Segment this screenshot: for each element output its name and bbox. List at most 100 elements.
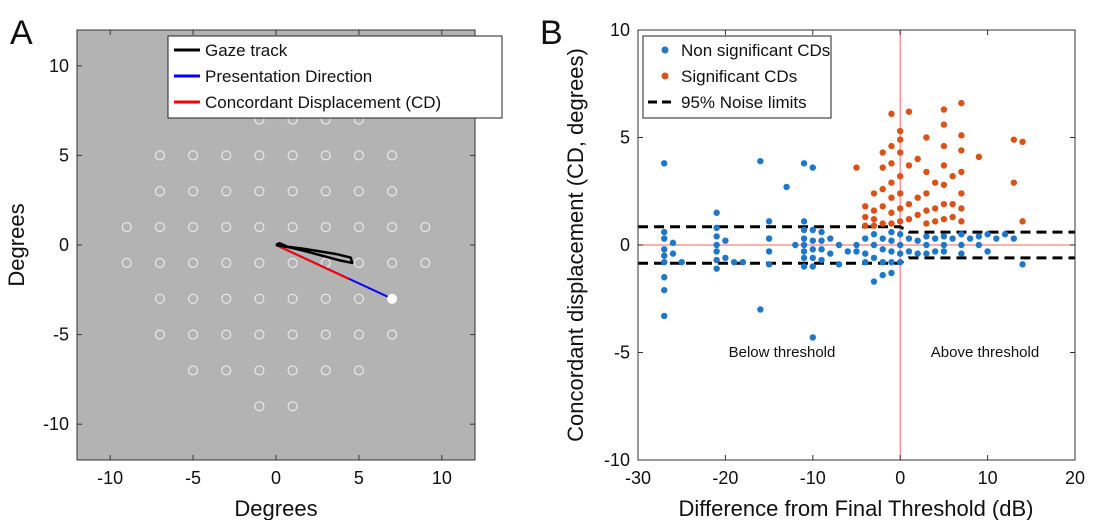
- panel-b-xtick-label: -20: [712, 468, 738, 488]
- nonsig-cd-point: [888, 237, 895, 244]
- sig-cd-point: [940, 200, 948, 208]
- nonsig-cd-point: [888, 259, 895, 266]
- panel-b-xtick-label: 20: [1065, 468, 1085, 488]
- stimulus-location: [287, 150, 298, 161]
- nonsig-cd-point: [1001, 231, 1009, 238]
- sig-cd-point: [958, 218, 965, 225]
- panel-a-ytick-label: 0: [59, 235, 69, 255]
- sig-cd-point: [862, 213, 869, 221]
- stimulus-location: [254, 401, 265, 412]
- panel-b-ytick-label: 10: [610, 20, 630, 40]
- nonsig-cd-point: [879, 246, 886, 253]
- nonsig-cd-point: [966, 235, 974, 242]
- nonsig-cd-point: [713, 209, 720, 216]
- nonsig-cd-point: [844, 248, 851, 255]
- nonsig-cd-point: [809, 254, 816, 262]
- stimulus-location: [353, 293, 364, 304]
- panel-a: A -10 -5 0 5 10 -10 -5 0 5 10 Degrees Degrees Gaz…: [4, 14, 503, 520]
- stimulus-location: [353, 186, 364, 197]
- nonsig-cd-point: [870, 278, 878, 285]
- nonsig-cd-point: [931, 235, 939, 242]
- stimulus-location: [154, 222, 165, 233]
- sig-cd-point: [958, 99, 965, 107]
- nonsig-cd-point: [923, 250, 930, 257]
- sig-cd-point: [940, 142, 948, 150]
- sig-cd-point: [949, 213, 956, 221]
- panel-b-ytick-label: 5: [620, 128, 630, 148]
- nonsig-cd-point: [809, 334, 816, 341]
- panel-a-xtick-label: -10: [97, 468, 123, 488]
- sig-cd-point: [914, 194, 921, 201]
- legend-gaze-track-label: Gaze track: [205, 41, 288, 60]
- stimulus-location: [188, 222, 199, 233]
- nonsig-cd-point: [661, 228, 668, 236]
- panel-a-xtick-label: 0: [271, 468, 281, 488]
- sig-cd-point: [1010, 136, 1018, 143]
- sig-cd-point: [905, 108, 913, 115]
- nonsig-cd-point: [958, 241, 965, 249]
- stimulus-location: [320, 150, 331, 161]
- nonsig-cd-point: [870, 231, 878, 238]
- stimulus-location: [254, 186, 265, 197]
- nonsig-cd-point: [940, 233, 948, 240]
- stimulus-location: [254, 329, 265, 340]
- nonsig-cd-point: [914, 250, 921, 257]
- stimulus-location: [320, 329, 331, 340]
- stimulus-location: [221, 222, 232, 233]
- panel-a-xlabel: Degrees: [234, 496, 317, 520]
- stimulus-location: [188, 293, 199, 304]
- nonsig-cd-point: [958, 250, 965, 257]
- panel-a-traces: [275, 241, 398, 304]
- panel-a-xtick-label: 5: [354, 468, 364, 488]
- stimulus-location: [320, 365, 331, 376]
- nonsig-cd-point: [809, 263, 816, 270]
- nonsig-cd-point: [713, 256, 720, 264]
- presented-stimulus-dot: [387, 293, 398, 304]
- panel-b-legend-box: [642, 35, 832, 119]
- nonsig-cd-point: [800, 254, 808, 262]
- nonsig-cd-point: [905, 248, 913, 255]
- sig-cd-point: [888, 179, 895, 186]
- nonsig-cd-point: [661, 312, 668, 320]
- sig-cd-point: [870, 190, 878, 197]
- nonsig-cd-point: [765, 235, 773, 242]
- sig-cd-point: [958, 205, 965, 212]
- nonsig-cd-point: [897, 241, 904, 249]
- nonsig-cd-point: [870, 254, 878, 262]
- sig-cd-point: [862, 222, 869, 229]
- sig-cd-point: [949, 173, 956, 180]
- nonsig-cd-point: [888, 228, 895, 236]
- stimulus-location: [221, 365, 232, 376]
- nonsig-cd-point: [818, 228, 825, 236]
- nonsig-cd-point: [879, 235, 886, 242]
- sig-cd-point: [958, 168, 965, 176]
- nonsig-cd-point: [765, 218, 773, 225]
- nonsig-cd-point: [923, 241, 930, 249]
- sig-cd-point: [879, 164, 886, 171]
- sig-cd-point: [940, 106, 948, 113]
- stimulus-location: [387, 186, 398, 197]
- nonsig-cd-point: [862, 259, 869, 266]
- panel-a-ticks: -10 -5 0 5 10 -10 -5 0 5 10: [43, 30, 475, 488]
- nonsig-cd-point: [661, 286, 668, 294]
- nonsig-cd-point: [853, 248, 860, 255]
- nonsig-cd-point: [661, 252, 668, 259]
- stimulus-location: [387, 150, 398, 161]
- sig-cd-point: [897, 127, 904, 135]
- nonsig-cd-point: [818, 246, 825, 253]
- nonsig-cd-point: [879, 259, 886, 266]
- nonsig-cd-point: [975, 241, 983, 249]
- nonsig-cd-point: [975, 233, 983, 240]
- nonsig-cd-point: [661, 274, 668, 281]
- nonsig-cd-point: [713, 241, 720, 249]
- stimulus-location: [387, 222, 398, 233]
- sig-cd-point: [914, 155, 921, 163]
- stimulus-location: [420, 257, 431, 268]
- sig-cd-point: [862, 203, 869, 210]
- sig-cd-point: [923, 207, 930, 214]
- sig-cd-point: [897, 190, 904, 197]
- nonsig-cd-point: [1019, 261, 1026, 268]
- stimulus-location: [320, 222, 331, 233]
- stimulus-location: [287, 329, 298, 340]
- nonsig-cd-point: [800, 235, 808, 242]
